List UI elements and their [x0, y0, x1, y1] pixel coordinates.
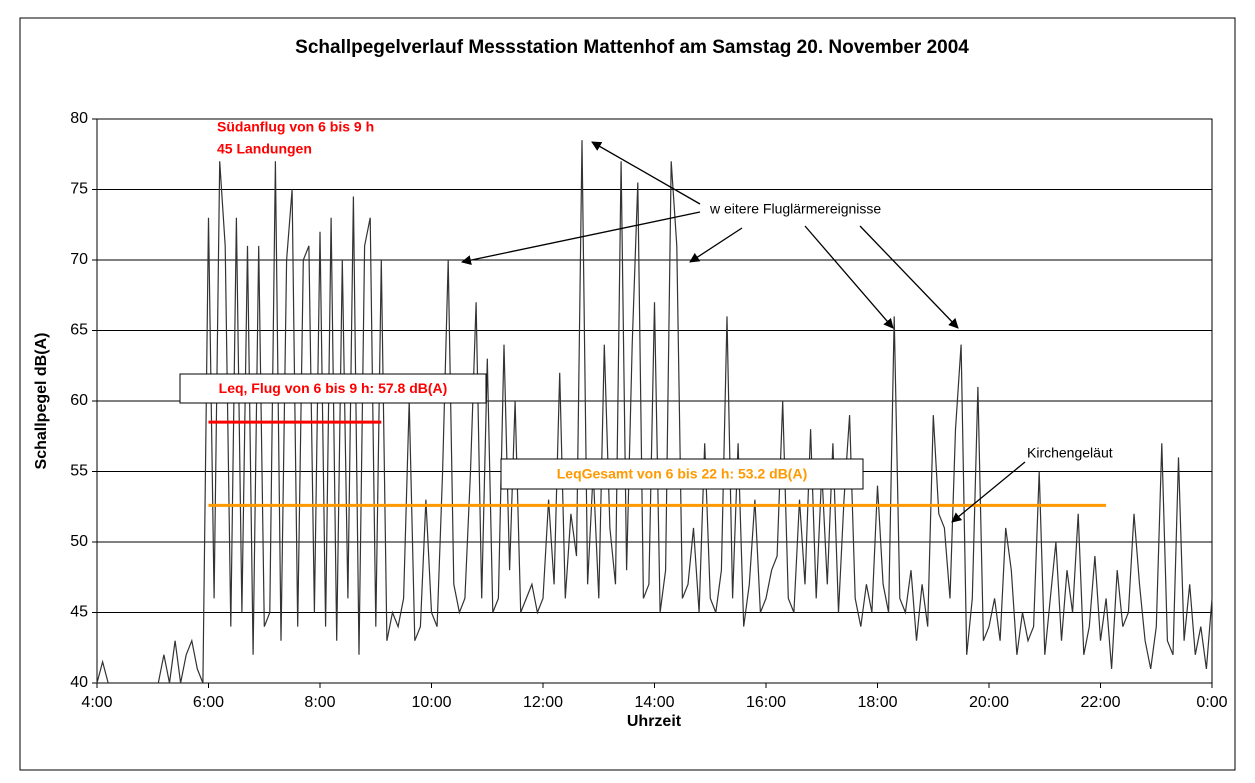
- annotation-arrow: [804, 225, 894, 329]
- x-tick-label: 10:00: [411, 694, 451, 711]
- series-line: [96, 140, 1213, 684]
- y-tick-label: 45: [70, 604, 88, 621]
- x-tick-label: 12:00: [523, 694, 563, 711]
- reference-label: LeqGesamt von 6 bis 22 h: 53.2 dB(A): [557, 466, 808, 482]
- y-tick-label: 70: [70, 251, 88, 268]
- y-tick-label: 80: [70, 110, 88, 127]
- reference-label-box: [500, 458, 864, 490]
- annotation: Kirchengeläut: [1027, 445, 1113, 461]
- annotation-arrow: [951, 461, 1026, 523]
- x-tick-label: 16:00: [746, 694, 786, 711]
- y-axis-title: Schallpegel dB(A): [33, 333, 50, 470]
- annotation-arrow: [689, 227, 743, 263]
- annotation: 45 Landungen: [217, 141, 312, 157]
- y-tick-label: 75: [70, 181, 88, 198]
- annotation: w eitere Fluglärmereignisse: [709, 201, 881, 217]
- x-tick-label: 22:00: [1080, 694, 1120, 711]
- x-tick-label: 6:00: [193, 694, 224, 711]
- x-tick-label: 4:00: [81, 694, 112, 711]
- reference-label-box: [179, 373, 487, 404]
- reference-label: Leq, Flug von 6 bis 9 h: 57.8 dB(A): [219, 380, 448, 396]
- y-tick-label: 65: [70, 322, 88, 339]
- y-tick-label: 55: [70, 463, 88, 480]
- y-tick-label: 50: [70, 533, 88, 550]
- x-axis-title: Uhrzeit: [627, 713, 682, 730]
- plot-area: [96, 118, 1213, 684]
- annotation-arrow: [859, 225, 959, 329]
- annotation: Südanflug von 6 bis 9 h: [217, 119, 374, 135]
- y-tick-label: 60: [70, 392, 88, 409]
- x-tick-label: 20:00: [969, 694, 1009, 711]
- y-tick-label: 40: [70, 674, 88, 691]
- annotation-arrow: [591, 141, 701, 205]
- annotation-arrow: [461, 211, 701, 266]
- x-tick-label: 18:00: [857, 694, 897, 711]
- chart-title: Schallpegelverlauf Messstation Mattenhof…: [295, 37, 969, 58]
- x-tick-label: 8:00: [304, 694, 335, 711]
- x-tick-label: 0:00: [1196, 694, 1227, 711]
- x-tick-label: 14:00: [634, 694, 674, 711]
